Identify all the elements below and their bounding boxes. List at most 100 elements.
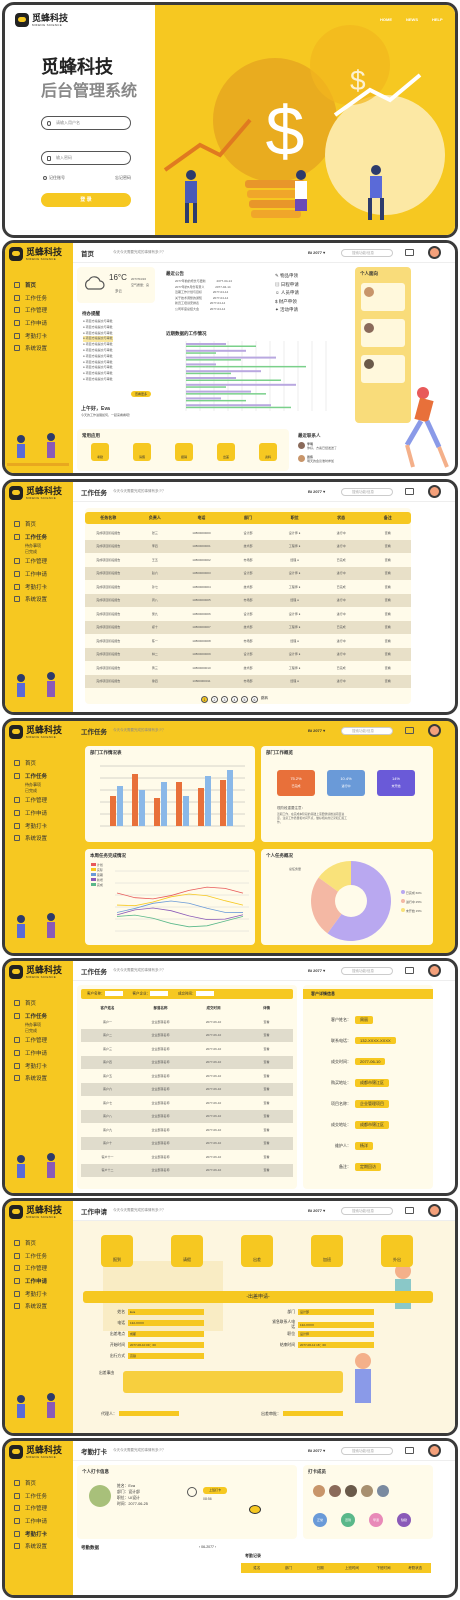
avatar[interactable]: [377, 1485, 389, 1497]
shortcut-item[interactable]: ▤ 日程申请: [275, 281, 299, 287]
mail-icon[interactable]: [405, 249, 414, 256]
status-absent[interactable]: 缺勤: [397, 1513, 411, 1527]
status-normal[interactable]: 正常: [313, 1513, 327, 1527]
subnav-todo[interactable]: 待办事项: [25, 1022, 41, 1028]
todo-item[interactable]: ● 项目方案提交与审批: [83, 371, 113, 376]
sidebar-item-settings[interactable]: 系统设置: [5, 342, 73, 355]
avatar[interactable]: [428, 724, 441, 737]
sidebar-item-manage[interactable]: 工作管理: [5, 1262, 73, 1275]
table-row[interactable]: 完成项目阶段报告 吴九 13800000006 设计部 设计师 ● 进行中 查看: [85, 607, 411, 621]
notice-item[interactable]: 新员工培训安排表 2077-04-14: [175, 301, 226, 305]
table-row[interactable]: 完成项目阶段报告 郑十 13800000007 技术部 工程师 ● 已完成 查看: [85, 620, 411, 634]
kpi-done[interactable]: 75.2% 已完成: [277, 770, 315, 796]
sidebar-item-settings[interactable]: 系统设置: [5, 1540, 73, 1553]
table-row[interactable]: 完成项目阶段报告 徐四 13800000011 市场部 经理 ● 进行中 查看: [85, 674, 411, 688]
user-menu[interactable]: Bi 2077 ▾: [308, 489, 326, 494]
sidebar-item-attendance[interactable]: 考勤打卡: [5, 819, 73, 832]
profile-entry[interactable]: [361, 319, 405, 347]
nav-help[interactable]: HELP: [432, 17, 443, 22]
table-cell[interactable]: 查看: [384, 652, 391, 657]
table-row[interactable]: 客户七 企业部落名称 2077-06-10 查看: [81, 1096, 293, 1110]
table-cell[interactable]: 查看: [384, 611, 391, 616]
field-value[interactable]: 132-XXXX: [128, 1320, 204, 1326]
shortcut-item[interactable]: ✎ 物品申领: [275, 273, 299, 278]
agent-field[interactable]: 代理人：: [101, 1411, 179, 1417]
table-row[interactable]: 完成项目阶段报告 孙七 13800000004 技术部 工程师 ● 已完成 查看: [85, 580, 411, 594]
form-field[interactable]: 职位 设计师: [269, 1331, 374, 1337]
user-menu[interactable]: Bi 2077 ▾: [308, 250, 326, 255]
page-button[interactable]: 4: [231, 696, 238, 703]
kpi-progress[interactable]: 10.4% 进行中: [327, 770, 365, 796]
clock-in-button[interactable]: 上班打卡: [203, 1487, 227, 1494]
todo-item[interactable]: ● 项目方案提交与审批: [83, 330, 113, 335]
form-field[interactable]: 姓名 Eva: [99, 1309, 204, 1315]
table-row[interactable]: 完成项目阶段报告 周八 13800000005 市场部 经理 ● 进行中 查看: [85, 593, 411, 607]
sidebar-item-apply[interactable]: 工作申请: [5, 317, 73, 330]
todo-item[interactable]: ● 项目方案提交与审批: [83, 336, 113, 343]
todo-more-button[interactable]: 查看更多: [131, 391, 151, 397]
notice-item[interactable]: 近期工作计划与目标 2077-04-14: [175, 290, 229, 294]
sidebar-item-tasks[interactable]: 工作任务: [5, 531, 73, 544]
table-row[interactable]: 完成项目阶段报告 黄三 13800000010 技术部 工程师 ● 已完成 查看: [85, 661, 411, 675]
avatar[interactable]: [428, 964, 441, 977]
table-cell[interactable]: 查看: [384, 598, 391, 603]
form-field[interactable]: 部门 设计部: [269, 1309, 374, 1315]
table-cell[interactable]: 查看: [384, 584, 391, 589]
apply-tile-trip[interactable]: 出差: [241, 1235, 273, 1267]
table-row[interactable]: 完成项目阶段报告 林二 13800000009 设计部 设计师 ● 进行中 查看: [85, 647, 411, 661]
nav-news[interactable]: NEWS: [406, 17, 418, 22]
table-cell[interactable]: 查看: [263, 1100, 270, 1105]
table-cell[interactable]: 查看: [384, 571, 391, 576]
table-cell[interactable]: 查看: [384, 638, 391, 643]
sidebar-item-apply[interactable]: 工作申请: [5, 568, 73, 581]
sidebar-item-apply[interactable]: 工作申请: [5, 807, 73, 820]
table-cell[interactable]: 查看: [263, 1046, 270, 1051]
page-button[interactable]: 6: [251, 696, 258, 703]
form-field[interactable]: 电话 132-XXXX: [99, 1320, 204, 1326]
app-tile-trip[interactable]: 出差: [217, 443, 235, 461]
notice-item[interactable]: 2077年的5月份有意义 2077-04-14: [175, 284, 231, 289]
shortcut-item[interactable]: ✦ 活动申请: [275, 307, 299, 312]
app-tile-docs[interactable]: 资料: [259, 443, 277, 461]
table-row[interactable]: 客户六 企业部落名称 2077-06-10 查看: [81, 1082, 293, 1096]
table-cell[interactable]: 查看: [263, 1033, 270, 1038]
contact-item[interactable]: 李明 你好，方案已经发送了: [298, 442, 337, 450]
table-row[interactable]: 完成项目阶段报告 赵六 13800000003 设计部 设计师 ● 进行中 查看: [85, 566, 411, 580]
remember-checkbox[interactable]: 记住账号: [43, 175, 65, 181]
field-value[interactable]: 设计师: [298, 1331, 374, 1337]
todo-item[interactable]: ● 项目方案提交与审批: [83, 376, 113, 381]
app-tile-leave[interactable]: 请假: [133, 443, 151, 461]
field-value[interactable]: 成都: [128, 1331, 204, 1337]
sidebar-item-manage[interactable]: 工作管理: [5, 555, 73, 568]
form-field[interactable]: 出差地点 成都: [99, 1331, 204, 1337]
search-input[interactable]: 搜索功能/信息: [341, 1447, 393, 1455]
search-input[interactable]: 搜索功能/信息: [341, 967, 393, 975]
table-row[interactable]: 完成项目阶段报告 李四 13800000001 技术部 工程师 ● 进行中 查看: [85, 539, 411, 553]
table-cell[interactable]: 查看: [263, 1141, 270, 1146]
page-button[interactable]: 3: [221, 696, 228, 703]
avatar[interactable]: [428, 246, 441, 259]
sidebar-item-attendance[interactable]: 考勤打卡: [5, 1059, 73, 1072]
apply-tile-report[interactable]: 报到: [101, 1235, 133, 1267]
table-cell[interactable]: 查看: [384, 679, 391, 684]
sidebar-item-settings[interactable]: 系统设置: [5, 1072, 73, 1085]
table-row[interactable]: 客户四 企业部落名称 2077-06-10 查看: [81, 1055, 293, 1069]
filter-name[interactable]: 客户名称：: [87, 991, 123, 997]
sidebar-item-home[interactable]: 首页: [5, 279, 73, 292]
month-selector[interactable]: ‹ 06-2077 ›: [199, 1545, 217, 1549]
apply-tile-leave[interactable]: 请假: [171, 1235, 203, 1267]
user-menu[interactable]: Bi 2077 ▾: [308, 728, 326, 733]
mail-icon[interactable]: [405, 488, 414, 495]
sidebar-item-attendance[interactable]: 考勤打卡: [5, 1527, 73, 1540]
kpi-notstarted[interactable]: 14% 未开始: [377, 770, 415, 796]
table-row[interactable]: 客户十一 企业部落名称 2077-06-10 查看: [81, 1150, 293, 1164]
subnav-done[interactable]: 已完成: [25, 788, 37, 794]
table-row[interactable]: 客户八 企业部落名称 2077-06-10 查看: [81, 1109, 293, 1123]
status-early[interactable]: 早退: [369, 1513, 383, 1527]
search-input[interactable]: 搜索功能/信息: [341, 727, 393, 735]
sidebar-item-settings[interactable]: 系统设置: [5, 593, 73, 606]
sidebar-item-apply[interactable]: 工作申请: [5, 1047, 73, 1060]
sidebar-item-home[interactable]: 首页: [5, 997, 73, 1010]
avatar[interactable]: [361, 1485, 373, 1497]
subnav-done[interactable]: 已完成: [25, 1028, 37, 1034]
